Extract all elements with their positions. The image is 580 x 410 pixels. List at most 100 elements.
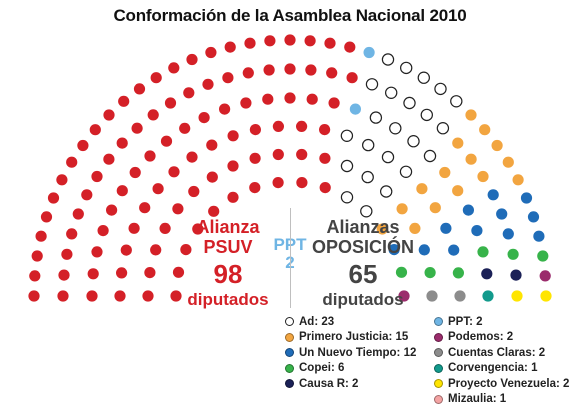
seat-dot: [103, 109, 115, 121]
seat-dot: [450, 95, 463, 108]
legend-swatch: [285, 332, 294, 342]
seat-dot: [31, 250, 43, 262]
seat-dot: [152, 183, 164, 195]
seat-dot: [147, 109, 159, 121]
seat-dot: [305, 64, 317, 76]
seat-dot: [319, 182, 331, 194]
seat-dot: [363, 46, 375, 59]
seat-dot: [349, 103, 361, 115]
seat-dot: [479, 124, 491, 136]
block-divider: [290, 208, 291, 308]
seat-dot: [139, 202, 151, 214]
seat-dot: [502, 228, 514, 240]
legend-swatch: [285, 317, 294, 327]
seat-dot: [429, 202, 441, 214]
seat-dot: [400, 61, 413, 75]
seat-dot: [227, 160, 239, 172]
psuv-block: Alianza PSUV 98 diputados: [178, 218, 278, 308]
seat-dot: [423, 149, 437, 163]
seat-dot: [205, 46, 217, 59]
seat-dot: [454, 290, 466, 302]
seat-dot: [180, 244, 192, 256]
seat-dot: [420, 108, 433, 122]
seat-dot: [296, 120, 308, 132]
seat-dot: [284, 92, 296, 104]
legend-item: Un Nuevo Tiempo: 12: [285, 345, 416, 361]
seat-dot: [324, 37, 336, 49]
seat-dot: [129, 166, 141, 179]
seat-dot: [89, 124, 101, 136]
seat-dot: [527, 211, 540, 223]
psuv-line2: PSUV: [203, 237, 253, 257]
seat-dot: [462, 204, 474, 216]
seat-dot: [511, 290, 523, 302]
seat-dot: [481, 268, 493, 280]
seat-dot: [306, 93, 318, 105]
seat-dot: [244, 37, 256, 49]
psuv-line1: Alianza: [196, 217, 260, 237]
seat-dot: [365, 78, 379, 91]
seat-dot: [477, 246, 489, 258]
seat-dot: [106, 204, 118, 216]
seat-dot: [424, 267, 436, 279]
legend-label: Primero Justicia: 15: [299, 331, 409, 344]
legend-label: Un Nuevo Tiempo: 12: [299, 346, 417, 359]
seat-dot: [502, 156, 514, 168]
seat-dot: [128, 222, 140, 234]
seat-dot: [407, 134, 420, 148]
seat-dot: [477, 170, 489, 183]
seat-dot: [537, 250, 549, 262]
legend-item: Causa R: 2: [285, 376, 416, 392]
seat-dot: [448, 244, 460, 256]
seat-dot: [403, 96, 416, 110]
seat-dot: [381, 150, 395, 164]
seat-dot: [409, 222, 421, 234]
legend-item: Ad: 23: [285, 314, 416, 330]
seat-dot: [206, 171, 218, 183]
seat-dot: [35, 230, 47, 242]
seat-dot: [240, 97, 252, 109]
seat-dot: [179, 122, 191, 134]
seat-dot: [340, 191, 354, 204]
seat-dot: [40, 211, 53, 223]
legend-column-2: PPT: 2 Podemos: 2 Cuentas Claras: 2 Corv…: [434, 314, 569, 407]
seat-dot: [465, 153, 477, 165]
seat-dot: [296, 148, 308, 161]
legend-label: Cuentas Claras: 2: [448, 346, 546, 359]
seat-dot: [188, 185, 200, 198]
legend-label: Ad: 23: [299, 315, 335, 328]
seat-dot: [28, 290, 40, 302]
legend-swatch: [434, 332, 443, 342]
seat-dot: [57, 290, 69, 302]
seat-dot: [362, 138, 375, 152]
seat-dot: [186, 151, 198, 163]
legend-label: Copei: 6: [299, 362, 345, 375]
seat-dot: [487, 189, 499, 201]
seat-dot: [183, 87, 195, 99]
seat-dot: [116, 267, 128, 279]
seat-dot: [262, 93, 274, 105]
legend-label: Corvengencia: 1: [448, 362, 538, 375]
legend-swatch: [434, 379, 443, 389]
seat-dot: [198, 112, 210, 124]
seat-dot: [388, 244, 400, 256]
seat-dot: [296, 177, 308, 189]
seat-dot: [144, 267, 156, 279]
seat-dot: [452, 267, 464, 279]
seat-dot: [510, 269, 522, 281]
seat-dot: [396, 203, 408, 215]
seat-dot: [66, 228, 78, 240]
seat-dot: [304, 35, 316, 47]
seat-dot: [227, 191, 239, 203]
oposicion-line2: OPOSICIÓN: [311, 237, 414, 257]
seat-dot: [159, 222, 171, 234]
seat-dot: [208, 205, 220, 217]
seat-dot: [133, 83, 146, 95]
seat-dot: [114, 290, 126, 302]
seat-dot: [168, 166, 180, 178]
seat-dot: [103, 153, 115, 165]
seat-dot: [144, 150, 156, 162]
seat-dot: [142, 290, 154, 302]
legend-item: Primero Justicia: 15: [285, 330, 416, 346]
oposicion-line1: Alianzas: [326, 217, 400, 237]
